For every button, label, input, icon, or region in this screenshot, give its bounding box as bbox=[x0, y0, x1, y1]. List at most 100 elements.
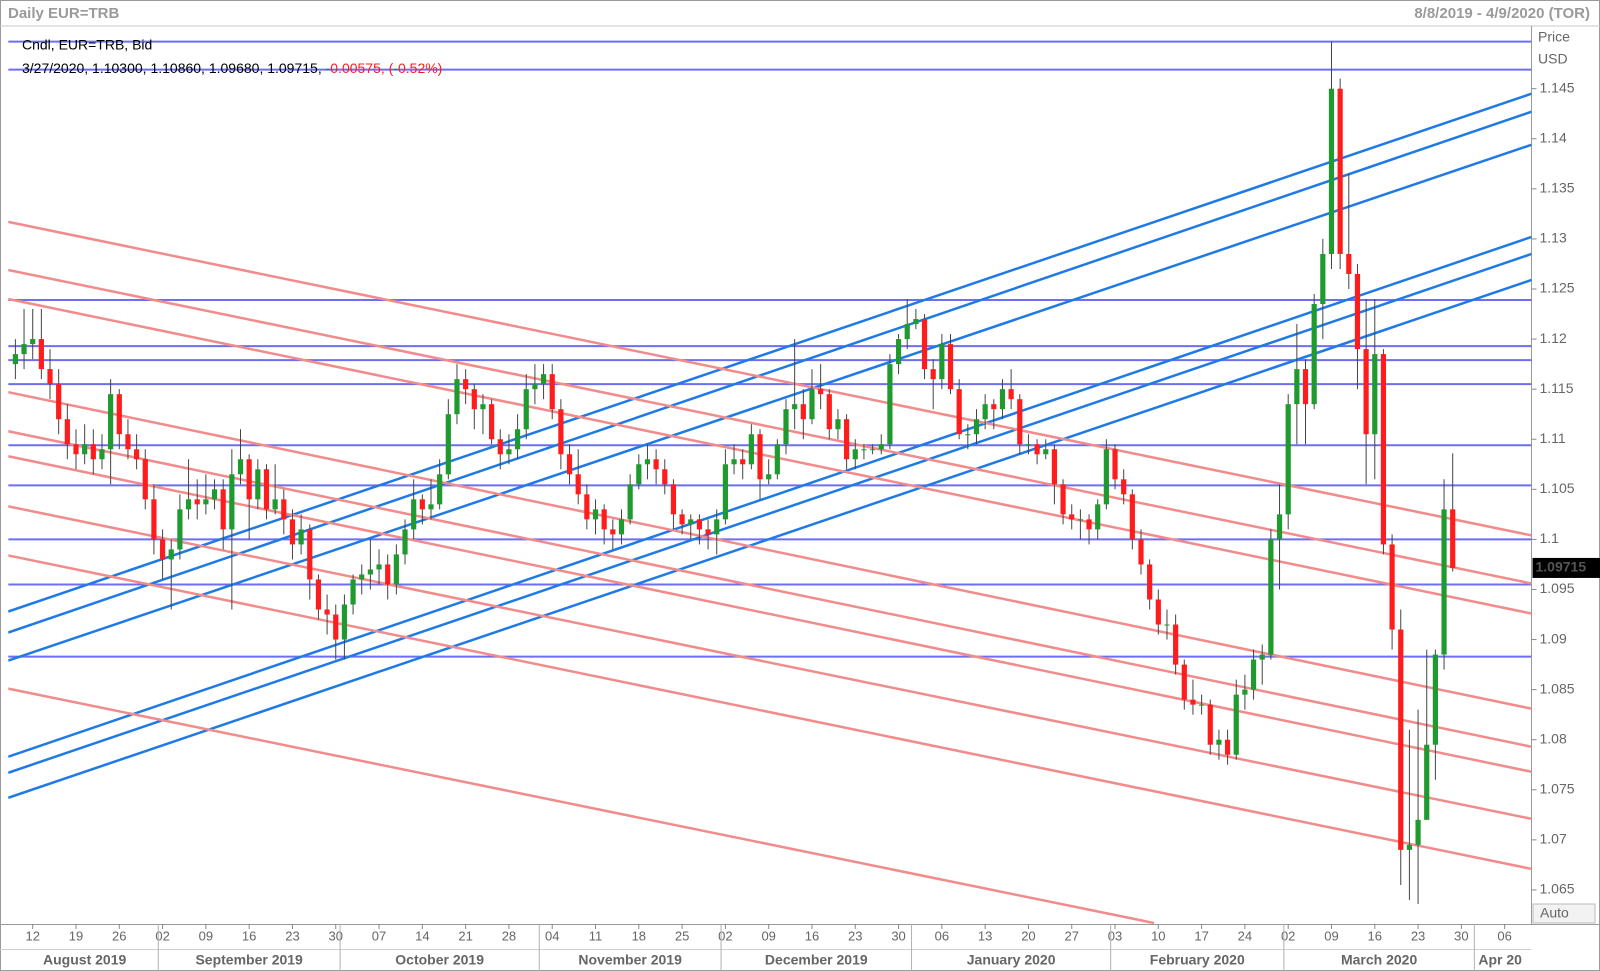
y-tick-label: 1.135 bbox=[1540, 180, 1575, 196]
x-tick-label: 09 bbox=[1324, 928, 1338, 943]
trend-line bbox=[8, 297, 1532, 615]
candle-body bbox=[662, 469, 668, 485]
scale-mode-button[interactable] bbox=[1532, 903, 1596, 924]
x-tick-label: 12 bbox=[25, 928, 39, 943]
x-tick-label: 02 bbox=[155, 928, 169, 943]
plot-area bbox=[8, 40, 1532, 925]
candle-body bbox=[194, 499, 200, 505]
candle-body bbox=[315, 579, 322, 610]
x-tick-label: 18 bbox=[632, 928, 646, 943]
candle-body bbox=[566, 454, 573, 475]
candle-body bbox=[1242, 689, 1248, 695]
candle-body bbox=[869, 449, 876, 451]
trend-line bbox=[8, 278, 1532, 799]
candle-body bbox=[1121, 479, 1127, 495]
month-label: November 2019 bbox=[578, 952, 682, 968]
candle-body bbox=[454, 379, 460, 415]
candle-body bbox=[108, 394, 114, 450]
y-tick-label: 1.09 bbox=[1540, 630, 1567, 646]
candle-body bbox=[549, 374, 555, 410]
candle-body bbox=[939, 344, 945, 380]
candle-body bbox=[125, 434, 131, 450]
chart-title: Daily EUR=TRB bbox=[8, 5, 119, 22]
x-tick-label: 09 bbox=[199, 928, 213, 943]
candle-body bbox=[740, 459, 746, 465]
trend-line bbox=[8, 390, 1532, 710]
axes: 1.065 1.07 1.075 1.08 1.085 1.09 1.095 1.1 1.105… bbox=[25, 79, 1600, 971]
month-label: January 2020 bbox=[967, 952, 1056, 968]
trend-line bbox=[8, 687, 1155, 925]
y-tick-label: 1.11 bbox=[1540, 430, 1566, 446]
candle-body bbox=[1207, 704, 1213, 745]
candle-body bbox=[350, 579, 356, 605]
candle-body bbox=[134, 449, 140, 460]
x-tick-label: 30 bbox=[891, 928, 905, 943]
candle-body bbox=[1112, 449, 1118, 480]
candle-body bbox=[255, 469, 261, 500]
x-tick-label: 17 bbox=[1194, 928, 1208, 943]
candle-body bbox=[592, 509, 599, 520]
x-tick-label: 10 bbox=[1151, 928, 1165, 943]
candle-body bbox=[523, 389, 529, 430]
candle-body bbox=[748, 434, 754, 465]
x-tick-label: 03 bbox=[1108, 928, 1122, 943]
legend-series: Cndl, EUR=TRB, Bid bbox=[22, 37, 152, 53]
candle-body bbox=[809, 389, 815, 420]
candle-body bbox=[1354, 273, 1361, 350]
candle-body bbox=[21, 344, 27, 355]
candle-body bbox=[887, 364, 893, 445]
candle-body bbox=[1372, 354, 1378, 435]
candle-body bbox=[688, 519, 694, 525]
candle-body bbox=[575, 474, 581, 495]
candle-body bbox=[714, 519, 720, 535]
candle-body bbox=[376, 564, 382, 570]
trend-line bbox=[8, 554, 1532, 871]
candle-body bbox=[1008, 389, 1014, 400]
candle-body bbox=[1224, 739, 1231, 755]
y-tick-label: 1.1 bbox=[1540, 530, 1560, 546]
candle-body bbox=[30, 339, 36, 345]
trend-line bbox=[8, 110, 1532, 634]
x-tick-label: 21 bbox=[458, 928, 472, 943]
candle-body bbox=[367, 569, 373, 575]
candle-body bbox=[393, 554, 399, 585]
x-tick-label: 02 bbox=[718, 928, 732, 943]
candle-body bbox=[463, 379, 469, 390]
candle-body bbox=[930, 369, 936, 380]
trend-line bbox=[8, 235, 1532, 758]
candle-body bbox=[281, 499, 287, 520]
candle-body bbox=[1060, 484, 1066, 515]
candle-body bbox=[844, 419, 850, 460]
candle-body bbox=[428, 504, 434, 510]
x-tick-label: 26 bbox=[112, 928, 126, 943]
candle-body bbox=[506, 449, 512, 455]
candle-body bbox=[973, 419, 980, 435]
candle-body bbox=[385, 564, 391, 585]
candle-body bbox=[818, 389, 824, 395]
trend-line bbox=[8, 143, 1532, 662]
candle-body bbox=[904, 324, 910, 340]
candle-body bbox=[1051, 449, 1058, 485]
candle-body bbox=[1259, 654, 1265, 660]
x-tick-label: 19 bbox=[69, 928, 83, 943]
candle-body bbox=[1441, 509, 1447, 655]
x-tick-label: 24 bbox=[1238, 928, 1252, 943]
candle-body bbox=[610, 529, 616, 535]
y-tick-label: 1.105 bbox=[1540, 480, 1575, 496]
candle-body bbox=[116, 394, 122, 435]
candle-body bbox=[636, 464, 642, 485]
candle-body bbox=[783, 409, 789, 445]
y-tick-label: 1.075 bbox=[1540, 780, 1575, 796]
month-label: August 2019 bbox=[43, 952, 126, 968]
candle-body bbox=[644, 459, 651, 465]
trend-line bbox=[8, 430, 1532, 748]
scale-mode[interactable]: Auto bbox=[1540, 905, 1569, 921]
candle-body bbox=[913, 319, 919, 325]
y-tick-label: 1.14 bbox=[1540, 129, 1567, 145]
candle-body bbox=[12, 354, 18, 365]
candle-body bbox=[359, 574, 365, 580]
y-tick-label: 1.13 bbox=[1540, 230, 1567, 246]
candle-body bbox=[1199, 704, 1205, 706]
candle-body bbox=[956, 389, 962, 435]
